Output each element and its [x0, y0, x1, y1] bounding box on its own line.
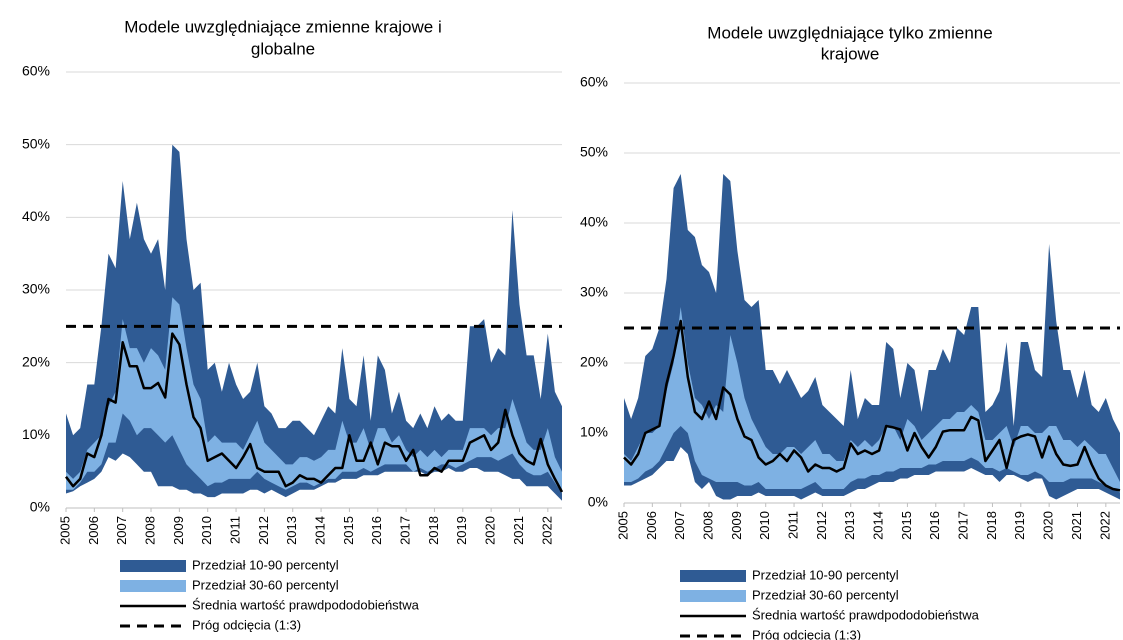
y-tick-label: 0% — [588, 494, 608, 510]
x-tick-label: 2016 — [369, 516, 384, 545]
x-tick-label: 2015 — [341, 516, 356, 545]
x-tick-label: 2011 — [785, 511, 800, 539]
x-tick-label: 2017 — [398, 516, 413, 545]
x-tick-label: 2018 — [984, 511, 999, 540]
x-tick-label: 2016 — [927, 511, 942, 540]
y-tick-label: 60% — [22, 63, 50, 79]
x-tick-label: 2008 — [142, 516, 157, 545]
band-area — [66, 297, 562, 494]
y-tick-label: 50% — [580, 144, 608, 160]
x-tick-label: 2009 — [729, 511, 744, 540]
x-tick-label: 2022 — [1097, 511, 1112, 540]
y-tick-label: 0% — [30, 499, 50, 515]
x-tick-label: 2006 — [644, 511, 659, 540]
x-tick-label: 2019 — [454, 516, 469, 545]
x-tick-label: 2015 — [899, 511, 914, 540]
x-tick-label: 2013 — [284, 516, 299, 545]
chart-title: krajowe — [821, 44, 880, 63]
x-tick-label: 2022 — [539, 516, 554, 545]
legend-label: Próg odcięcia (1:3) — [192, 617, 301, 632]
x-tick-label: 2012 — [256, 516, 271, 545]
x-tick-label: 2007 — [672, 511, 687, 540]
x-tick-label: 2018 — [426, 516, 441, 545]
x-tick-label: 2012 — [814, 511, 829, 540]
x-tick-label: 2021 — [511, 516, 526, 545]
mean-line — [623, 319, 1121, 492]
chart-title: globalne — [251, 39, 315, 58]
x-tick-label: 2017 — [956, 511, 971, 540]
legend-label: Przedział 30-60 percentyl — [192, 577, 339, 592]
legend-swatch — [120, 560, 186, 572]
y-tick-label: 60% — [580, 74, 608, 90]
x-tick-label: 2006 — [86, 516, 101, 545]
x-tick-label: 2005 — [615, 511, 630, 540]
legend-label: Średnia wartość prawdpododobieństwa — [752, 607, 980, 622]
legend-label: Średnia wartość prawdpododobieństwa — [192, 597, 420, 612]
x-tick-label: 2021 — [1069, 511, 1084, 540]
mean-line — [65, 332, 564, 493]
x-tick-label: 2014 — [313, 516, 328, 545]
y-tick-label: 40% — [22, 208, 50, 224]
y-tick-label: 10% — [22, 426, 50, 442]
legend-label: Przedział 10-90 percentyl — [192, 557, 339, 572]
x-tick-label: 2008 — [700, 511, 715, 540]
y-tick-label: 20% — [580, 354, 608, 370]
legend-label: Przedział 30-60 percentyl — [752, 587, 899, 602]
x-tick-label: 2009 — [171, 516, 186, 545]
x-tick-label: 2014 — [871, 511, 886, 540]
x-tick-label: 2020 — [1041, 511, 1056, 540]
y-tick-label: 10% — [580, 424, 608, 440]
x-tick-label: 2011 — [227, 516, 242, 544]
y-tick-label: 30% — [580, 284, 608, 300]
y-tick-label: 30% — [22, 281, 50, 297]
y-tick-label: 50% — [22, 135, 50, 151]
legend-swatch — [680, 590, 746, 602]
x-tick-label: 2005 — [57, 516, 72, 545]
x-tick-label: 2020 — [483, 516, 498, 545]
x-tick-label: 2010 — [757, 511, 772, 540]
x-tick-label: 2019 — [1012, 511, 1027, 540]
x-tick-label: 2013 — [842, 511, 857, 540]
y-tick-label: 20% — [22, 353, 50, 369]
chart-title: Modele uwzględniające tylko zmienne — [707, 23, 992, 42]
y-tick-label: 40% — [580, 214, 608, 230]
x-tick-label: 2010 — [199, 516, 214, 545]
legend-swatch — [120, 580, 186, 592]
legend-label: Przedział 10-90 percentyl — [752, 567, 899, 582]
chart-title: Modele uwzględniające zmienne krajowe i — [124, 17, 442, 36]
x-tick-label: 2007 — [114, 516, 129, 545]
legend-label: Próg odcięcia (1:3) — [752, 627, 861, 640]
legend-swatch — [680, 570, 746, 582]
